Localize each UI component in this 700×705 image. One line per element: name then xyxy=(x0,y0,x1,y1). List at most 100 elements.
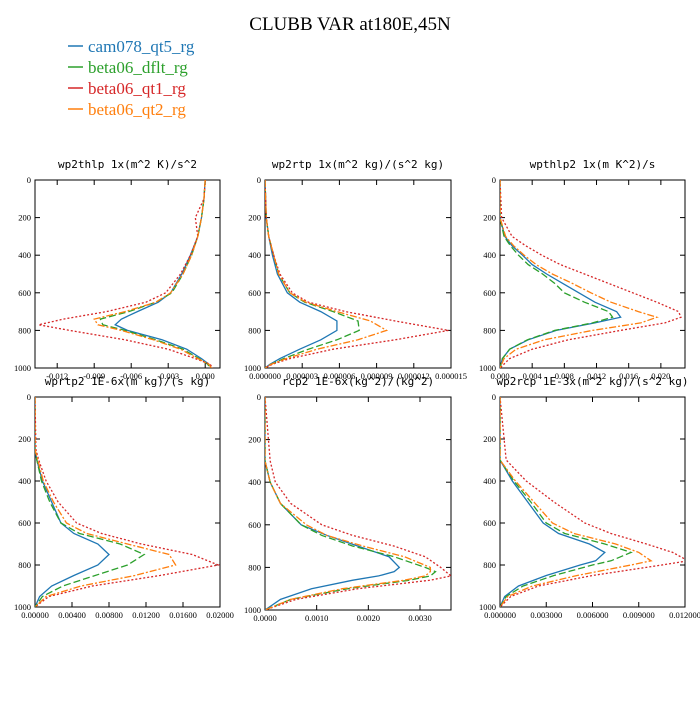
y-tick-label: 800 xyxy=(18,325,31,335)
y-tick-label: 600 xyxy=(483,288,496,298)
series-line xyxy=(265,180,389,368)
y-tick-label: 400 xyxy=(248,250,261,260)
series-line xyxy=(114,180,212,368)
series-line xyxy=(500,180,622,368)
series-line xyxy=(35,397,146,607)
series-line xyxy=(265,180,360,368)
y-tick-label: 800 xyxy=(248,325,261,335)
legend-entry: beta06_qt1_rg xyxy=(88,79,186,98)
y-tick-label: 200 xyxy=(248,435,261,445)
y-tick-label: 1000 xyxy=(14,363,31,373)
x-tick-label: 0.01600 xyxy=(169,610,197,620)
y-tick-label: 800 xyxy=(483,325,496,335)
y-tick-label: 400 xyxy=(483,250,496,260)
y-tick-label: 1000 xyxy=(479,602,496,612)
panel-title: rcp2 1E-6x(kg^2)/(kg^2) xyxy=(282,375,434,388)
x-tick-label: 0.00800 xyxy=(95,610,123,620)
legend-entry: beta06_dflt_rg xyxy=(88,58,188,77)
x-tick-label: 0.0030 xyxy=(408,613,431,623)
series-line xyxy=(265,397,431,610)
legend-entry: beta06_qt2_rg xyxy=(88,100,186,119)
x-tick-label: 0.016 xyxy=(619,371,638,381)
series-line xyxy=(265,397,401,610)
y-tick-label: 1000 xyxy=(14,602,31,612)
x-tick-label: 0.000003 xyxy=(286,371,318,381)
y-tick-label: 600 xyxy=(483,518,496,528)
x-tick-label: 0.009000 xyxy=(623,610,655,620)
y-tick-label: 200 xyxy=(18,434,31,444)
series-line xyxy=(500,397,633,607)
x-tick-label: 0.000015 xyxy=(435,371,467,381)
x-tick-label: 0.003000 xyxy=(530,610,562,620)
y-tick-label: 0 xyxy=(257,392,261,402)
y-tick-label: 200 xyxy=(483,213,496,223)
x-tick-label: 0.0000 xyxy=(253,613,276,623)
series-line xyxy=(500,397,685,607)
y-tick-label: 800 xyxy=(18,560,31,570)
plot-frame xyxy=(264,396,452,611)
x-tick-label: 0.000000 xyxy=(249,371,281,381)
y-tick-label: 400 xyxy=(483,476,496,486)
y-tick-label: 0 xyxy=(27,175,31,185)
panel-title: wp2rcp 1E-3x(m^2 kg)/(s^2 kg) xyxy=(496,375,688,388)
panel-title: wp2rtp 1x(m^2 kg)/(s^2 kg) xyxy=(272,158,444,171)
x-tick-label: 0.006000 xyxy=(577,610,609,620)
x-tick-label: 0.004 xyxy=(523,371,543,381)
y-tick-label: 0 xyxy=(492,392,496,402)
series-line xyxy=(93,180,212,368)
y-tick-label: 200 xyxy=(483,434,496,444)
series-line xyxy=(265,180,338,368)
y-tick-label: 400 xyxy=(248,477,261,487)
plot-frame xyxy=(264,179,452,369)
x-tick-label: 0.000000 xyxy=(484,610,516,620)
panel-title: wpthlp2 1x(m K^2)/s xyxy=(530,158,656,171)
x-tick-label: -0.009 xyxy=(83,371,105,381)
y-tick-label: 0 xyxy=(492,175,496,185)
x-tick-label: 0.00000 xyxy=(21,610,49,620)
series-line xyxy=(35,397,110,607)
x-tick-label: 0.000012 xyxy=(398,371,430,381)
y-tick-label: 1000 xyxy=(244,605,261,615)
series-line xyxy=(500,397,653,607)
x-tick-label: 0.000 xyxy=(196,371,215,381)
x-tick-label: 0.00400 xyxy=(58,610,86,620)
series-line xyxy=(500,180,614,368)
y-tick-label: 400 xyxy=(18,250,31,260)
series-line xyxy=(35,397,220,607)
series-line xyxy=(35,397,177,607)
x-tick-label: -0.012 xyxy=(46,371,68,381)
x-tick-label: 0.012000 xyxy=(669,610,700,620)
legend: cam078_qt5_rg beta06_dflt_rg beta06_qt1_rg… xyxy=(68,37,195,119)
series-line xyxy=(265,397,451,610)
chart-panel: wprtp2 1E-6x(m kg)/(s kg) 0 200 400 600 800 10… xyxy=(14,375,234,620)
x-tick-label: 0.008 xyxy=(555,371,574,381)
x-tick-label: 0.012 xyxy=(587,371,606,381)
series-line xyxy=(500,180,682,368)
plot-frame xyxy=(34,396,221,608)
chart-panel: wp2rtp 1x(m^2 kg)/(s^2 kg) 0 200 400 600 800 1… xyxy=(244,158,467,381)
x-tick-label: -0.003 xyxy=(157,371,179,381)
y-tick-label: 200 xyxy=(18,213,31,223)
y-tick-label: 800 xyxy=(483,560,496,570)
panels: wp2thlp 1x(m^2 K)/s^2 0 200 400 600 800 1000 -0… xyxy=(14,158,700,623)
x-tick-label: 0.000 xyxy=(490,371,509,381)
x-tick-label: 0.000009 xyxy=(361,371,393,381)
series-line xyxy=(99,180,211,368)
chart-panel: wp2rcp 1E-3x(m^2 kg)/(s^2 kg)0 200 400 600 8… xyxy=(479,375,700,620)
chart-panel: rcp2 1E-6x(kg^2)/(kg^2) 0 200 400 600 800 1000… xyxy=(244,375,452,623)
chart-panel: wp2thlp 1x(m^2 K)/s^2 0 200 400 600 800 1000 -0… xyxy=(14,158,221,381)
y-tick-label: 600 xyxy=(18,518,31,528)
y-tick-label: 600 xyxy=(248,520,261,530)
plot-frame xyxy=(499,179,686,369)
x-tick-label: 0.000006 xyxy=(323,371,355,381)
y-tick-label: 0 xyxy=(257,175,261,185)
chart-panel: wpthlp2 1x(m K^2)/s020040060080010000.00… xyxy=(479,158,686,381)
x-tick-label: -0.006 xyxy=(120,371,142,381)
panel-title: wp2thlp 1x(m^2 K)/s^2 xyxy=(58,158,197,171)
y-tick-label: 1000 xyxy=(244,363,261,373)
x-tick-label: 0.01200 xyxy=(132,610,160,620)
legend-entry: cam078_qt5_rg xyxy=(88,37,195,56)
y-tick-label: 400 xyxy=(18,476,31,486)
